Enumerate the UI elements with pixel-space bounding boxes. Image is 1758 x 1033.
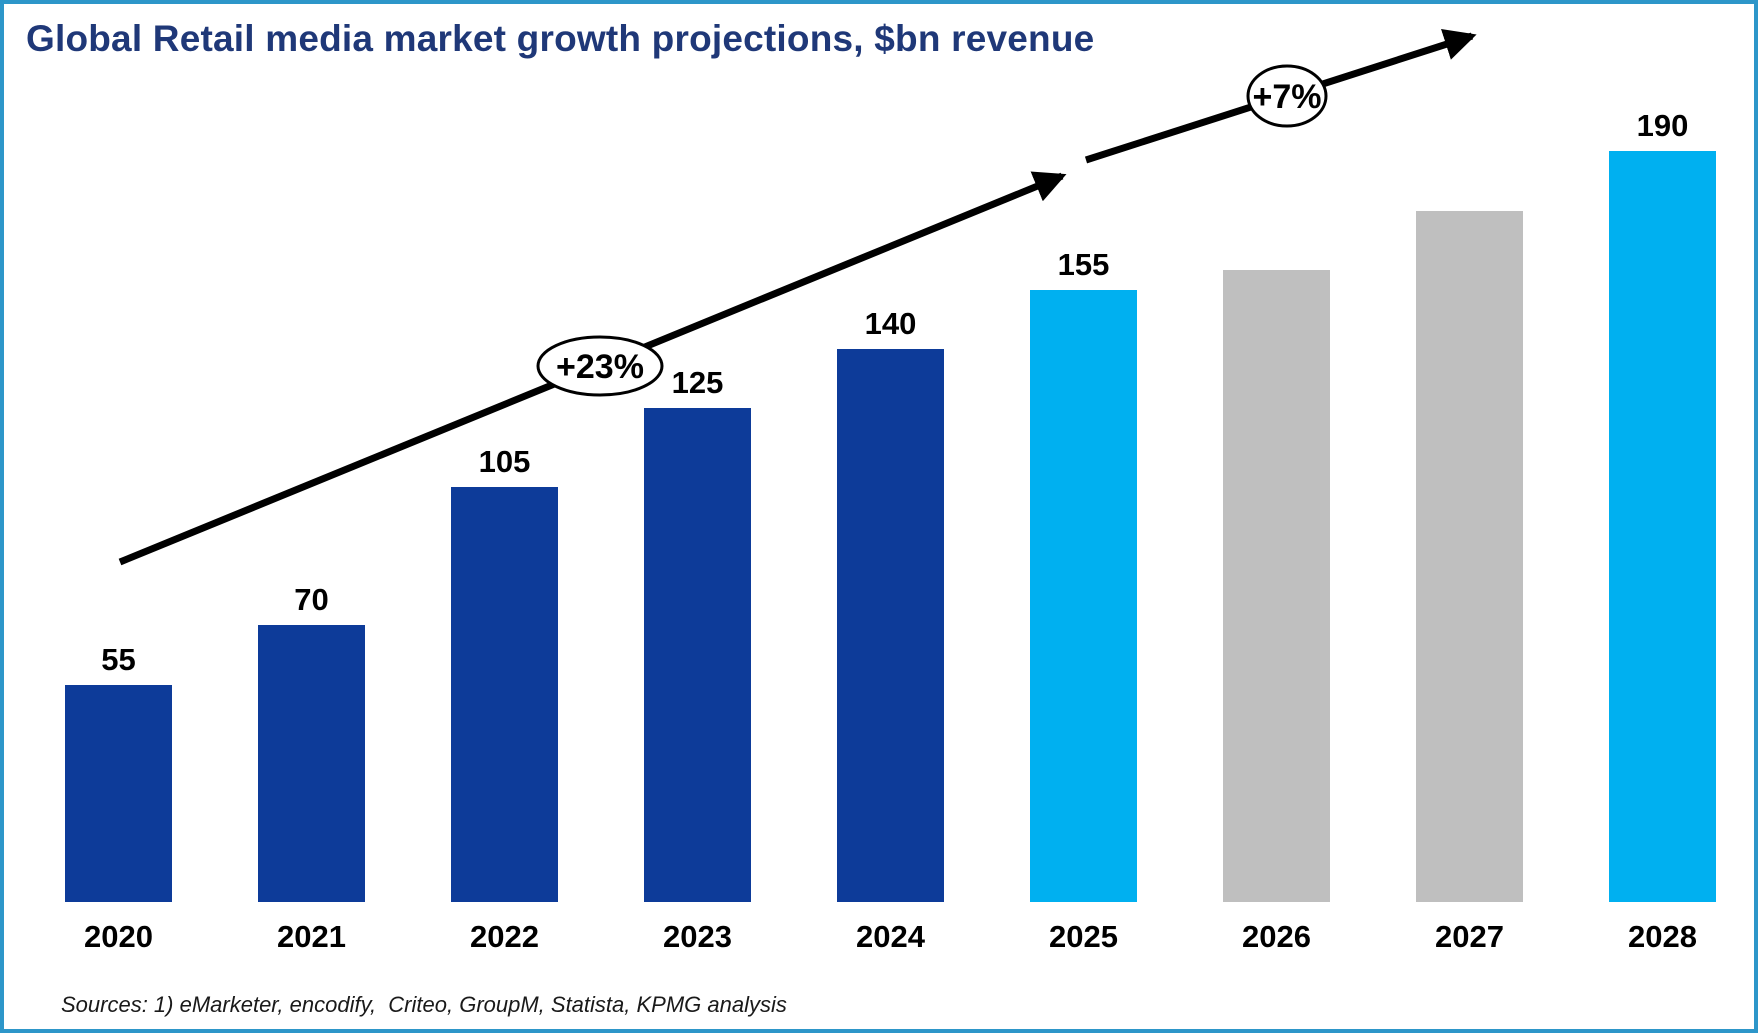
cagr-label-2025-2028: +7% — [1253, 78, 1322, 116]
x-tick-2028: 2028 — [1628, 919, 1697, 954]
x-tick-2026: 2026 — [1242, 919, 1311, 954]
growth-arrow-projection — [1084, 29, 1477, 164]
bar-2021 — [258, 625, 365, 902]
x-tick-2022: 2022 — [470, 919, 539, 954]
x-tick-2023: 2023 — [663, 919, 732, 954]
x-tick-2024: 2024 — [856, 919, 925, 954]
chart-title: Global Retail media market growth projec… — [26, 18, 1095, 59]
x-tick-2027: 2027 — [1435, 919, 1504, 954]
value-label-2022: 105 — [478, 443, 531, 479]
bar-2025 — [1030, 290, 1137, 902]
value-label-2023: 125 — [671, 364, 724, 400]
value-label-2020: 55 — [101, 641, 136, 677]
bar-2028 — [1609, 151, 1716, 902]
value-label-2024: 140 — [864, 305, 917, 341]
value-label-2021: 70 — [294, 581, 329, 617]
value-label-2025: 155 — [1057, 246, 1110, 282]
x-tick-2020: 2020 — [84, 919, 153, 954]
bar-2023 — [644, 408, 751, 902]
source-note: Sources: 1) eMarketer, encodify, Criteo,… — [61, 992, 787, 1017]
bar-2026 — [1223, 270, 1330, 902]
cagr-bubble-2025-2028 — [1246, 64, 1328, 128]
bar-2020 — [65, 685, 172, 902]
bar-2022 — [451, 487, 558, 902]
x-tick-2021: 2021 — [277, 919, 346, 954]
bar-2027 — [1416, 211, 1523, 902]
x-tick-2025: 2025 — [1049, 919, 1118, 954]
bar-2024 — [837, 349, 944, 902]
value-label-2028: 190 — [1636, 107, 1689, 143]
